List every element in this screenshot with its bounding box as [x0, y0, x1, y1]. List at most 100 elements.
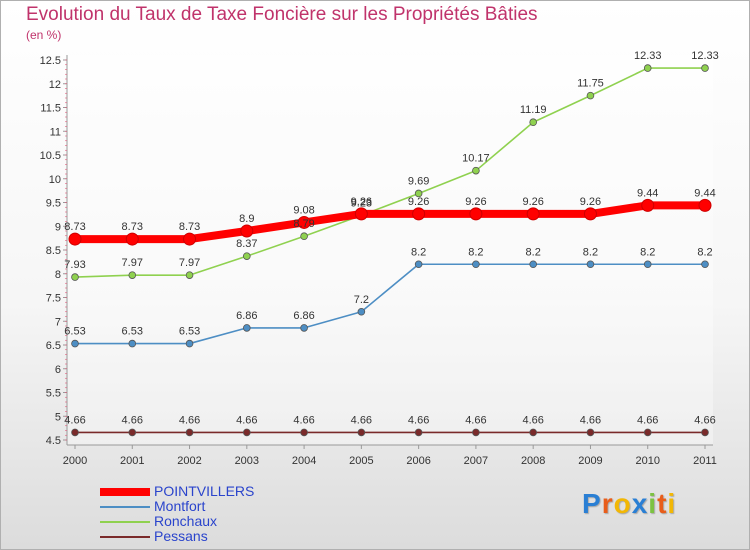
y-tick-label: 11.5: [40, 103, 61, 115]
logo-letter: x: [631, 488, 649, 519]
series-line-ronchaux: [74, 67, 706, 278]
data-label: 8.2: [583, 246, 598, 258]
legend-swatch: [100, 521, 150, 523]
data-label: 4.66: [122, 414, 143, 426]
logo-letter: o: [613, 488, 632, 519]
data-label: 8.2: [640, 246, 655, 258]
y-tick-label: 4.5: [46, 435, 61, 447]
legend-label: Ronchaux: [154, 513, 218, 529]
legend-label: POINTVILLERS: [154, 483, 255, 499]
data-label: 8.9: [239, 213, 254, 225]
data-point: [71, 273, 79, 281]
chart-subtitle: (en %): [26, 28, 62, 42]
x-tick-label: 2010: [635, 455, 659, 467]
y-tick-label: 10.5: [40, 150, 61, 162]
data-label: 6.86: [293, 310, 314, 322]
y-tick-label: 10: [49, 174, 61, 186]
data-label: 4.66: [293, 414, 314, 426]
data-point: [583, 207, 597, 221]
y-tick-label: 5: [55, 411, 61, 423]
proxiti-logo: Proxiti: [582, 488, 676, 520]
data-label: 4.66: [637, 414, 658, 426]
x-tick-label: 2006: [406, 455, 430, 467]
data-point: [472, 260, 480, 269]
x-tick-label: 2004: [292, 455, 316, 467]
data-label: 7.97: [179, 257, 200, 269]
x-tick-label: 2003: [235, 455, 259, 467]
data-point: [243, 252, 251, 260]
y-tick-label: 11: [50, 126, 61, 138]
data-point: [701, 260, 709, 269]
data-point: [586, 91, 595, 100]
data-point: [529, 260, 537, 269]
data-label: 9.23: [351, 197, 372, 209]
data-point: [641, 198, 655, 212]
x-tick-label: 2001: [120, 455, 144, 467]
logo-letter: P: [582, 488, 602, 519]
data-point: [701, 64, 709, 72]
data-point: [128, 428, 137, 437]
series-line-montfort: [74, 263, 706, 345]
data-label: 10.17: [462, 153, 490, 165]
data-point: [297, 215, 311, 229]
data-point: [243, 324, 251, 332]
logo-letter: i: [667, 488, 677, 519]
data-point: [643, 260, 652, 269]
legend-swatch: [100, 506, 150, 508]
chart-title: Evolution du Taux de Taxe Foncière sur l…: [26, 4, 538, 25]
data-label: 11.75: [577, 78, 604, 90]
data-label: 4.66: [236, 414, 257, 426]
data-point: [472, 166, 480, 175]
data-label: 11.19: [520, 104, 547, 116]
data-label: 6.53: [122, 326, 143, 338]
y-tick-label: 8: [55, 269, 61, 281]
data-label: 9.44: [694, 187, 715, 199]
data-label: 8.2: [526, 246, 541, 258]
data-label: 7.97: [122, 257, 143, 269]
data-label: 4.66: [580, 414, 601, 426]
data-point: [183, 232, 197, 246]
data-label: 6.86: [236, 310, 257, 322]
data-point: [300, 428, 308, 437]
data-point: [185, 428, 194, 437]
data-point: [71, 428, 79, 437]
data-point: [414, 189, 423, 198]
y-tick-label: 6: [55, 364, 61, 376]
data-point: [128, 271, 137, 279]
x-tick-label: 2009: [578, 455, 602, 467]
y-tick-label: 6.5: [46, 340, 61, 352]
data-label: 4.66: [351, 414, 372, 426]
data-point: [68, 232, 82, 246]
data-label: 9.26: [580, 196, 601, 208]
y-tick-label: 5.5: [46, 388, 61, 400]
data-point: [354, 207, 368, 221]
logo-letter: t: [657, 488, 668, 519]
data-point: [643, 64, 652, 72]
data-label: 6.53: [179, 326, 200, 338]
data-label: 8.2: [411, 246, 426, 258]
data-label: 8.73: [64, 221, 85, 233]
data-point: [529, 118, 537, 127]
y-tick-label: 9.5: [46, 198, 61, 210]
data-label: 7.93: [64, 259, 85, 271]
data-label: 9.08: [293, 204, 314, 216]
y-tick-label: 9: [55, 221, 61, 233]
data-point: [414, 260, 423, 269]
data-point: [300, 232, 308, 241]
line-chart: 4.5 5 5.5 6 6.5 7 7.5 8 8.5 9 9.5 10 10.5 11 11.5 12 12.…: [40, 50, 719, 467]
x-tick-label: 2011: [693, 455, 717, 467]
data-point: [240, 224, 254, 238]
legend-swatch: [100, 536, 150, 538]
data-label: 8.2: [697, 246, 712, 258]
data-label: 4.66: [408, 414, 429, 426]
data-label: 9.44: [637, 187, 658, 199]
legend-label: Pessans: [154, 528, 208, 544]
data-point: [701, 428, 709, 437]
data-point: [185, 339, 194, 348]
data-label: 4.66: [465, 414, 486, 426]
data-point: [243, 428, 251, 437]
logo-letter: i: [648, 488, 658, 519]
data-label: 8.73: [122, 221, 143, 233]
data-point: [586, 260, 595, 269]
data-point: [357, 307, 366, 316]
